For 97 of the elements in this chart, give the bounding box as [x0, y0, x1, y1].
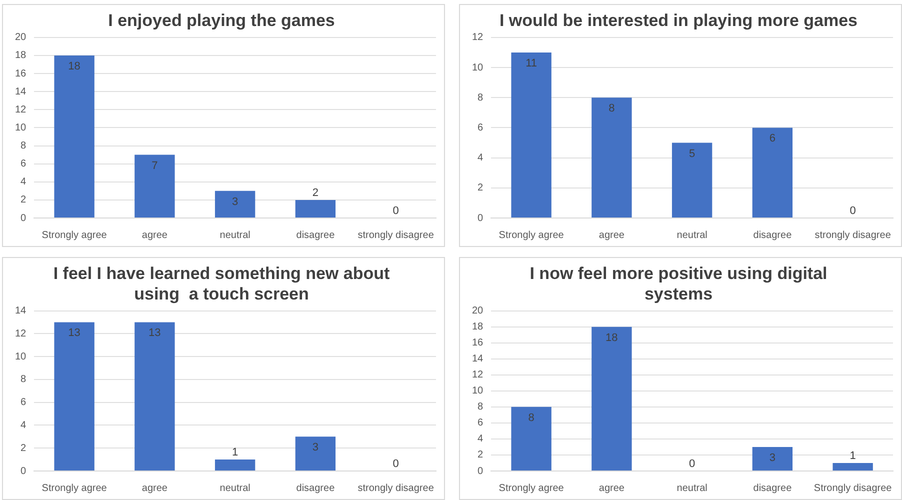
y-tick-label: 16: [15, 68, 27, 80]
y-tick-label: 2: [478, 182, 484, 194]
data-label: 3: [769, 452, 776, 464]
x-tick-label: agree: [598, 482, 625, 494]
x-tick-label: strongly disagree: [358, 230, 434, 241]
bar: [592, 326, 632, 470]
x-tick-label: disagree: [753, 230, 792, 241]
data-label: 18: [68, 60, 80, 72]
chart-title: I would be interested in playing more games: [499, 10, 858, 30]
bar: [832, 462, 873, 470]
bar: [54, 322, 94, 470]
chart-title: I feel I have learned something new about using a touch screen: [53, 264, 390, 304]
data-label: 5: [689, 148, 696, 160]
bar: [134, 154, 175, 218]
bar: [214, 460, 256, 470]
y-tick-label: 12: [15, 328, 27, 340]
data-label: 1: [232, 446, 238, 459]
data-label: 11: [526, 57, 538, 70]
data-label: 18: [606, 332, 618, 344]
data-label: 3: [312, 442, 318, 454]
x-tick-label: Strongly agree: [498, 482, 564, 494]
data-label: 8: [608, 102, 615, 115]
y-tick-label: 18: [15, 50, 27, 62]
y-tick-label: 2: [20, 194, 27, 206]
y-tick-label: 0: [20, 212, 27, 224]
bar: [511, 52, 552, 218]
data-label: 2: [312, 186, 318, 199]
bar: [54, 55, 94, 218]
x-tick-label: disagree: [753, 482, 792, 494]
bar: [752, 446, 793, 470]
y-tick-label: 14: [472, 354, 484, 365]
bar: [134, 322, 175, 470]
bar: [592, 98, 632, 218]
x-tick-label: neutral: [220, 230, 250, 241]
y-tick-label: 4: [478, 152, 484, 164]
y-tick-label: 0: [478, 466, 484, 477]
x-tick-label: agree: [598, 230, 625, 241]
y-tick-label: 0: [20, 466, 27, 477]
y-tick-label: 6: [478, 122, 484, 134]
x-tick-label: Strongly disagree: [814, 482, 892, 494]
y-tick-label: 8: [20, 140, 27, 152]
chart-title: I enjoyed playing the games: [108, 10, 335, 30]
y-tick-label: 18: [472, 322, 484, 333]
data-label: 1: [850, 450, 856, 462]
y-tick-label: 10: [15, 122, 27, 134]
y-tick-label: 0: [478, 212, 484, 224]
y-tick-label: 12: [472, 370, 484, 381]
x-tick-label: Strongly agree: [498, 230, 564, 241]
y-tick-label: 4: [20, 176, 27, 188]
bar: [295, 436, 336, 470]
data-label: 0: [392, 458, 399, 470]
x-tick-label: neutral: [676, 482, 708, 494]
y-tick-label: 10: [472, 62, 484, 74]
bar: [511, 406, 552, 470]
data-label: 13: [148, 327, 161, 340]
x-tick-label: neutral: [676, 230, 708, 241]
data-label: 7: [152, 160, 158, 172]
data-label: 0: [689, 458, 696, 470]
y-tick-label: 20: [472, 306, 484, 317]
y-tick-label: 10: [15, 351, 27, 362]
x-tick-label: strongly disagree: [814, 230, 892, 241]
y-tick-label: 8: [478, 92, 484, 104]
x-tick-label: Strongly agree: [42, 482, 108, 494]
y-tick-label: 14: [15, 306, 27, 317]
y-tick-label: 8: [20, 374, 27, 386]
data-label: 13: [68, 327, 80, 340]
x-tick-label: neutral: [220, 482, 250, 494]
x-tick-label: disagree: [296, 482, 336, 494]
bar: [752, 128, 793, 218]
y-tick-label: 12: [472, 32, 484, 44]
y-tick-label: 2: [20, 442, 27, 454]
y-tick-label: 4: [478, 434, 484, 445]
y-tick-label: 6: [20, 397, 27, 408]
y-tick-label: 8: [478, 402, 484, 413]
x-tick-label: agree: [142, 230, 168, 241]
bar: [295, 200, 336, 218]
data-label: 8: [528, 412, 534, 424]
data-label: 3: [232, 196, 238, 208]
y-tick-label: 20: [15, 32, 27, 44]
x-tick-label: disagree: [296, 230, 336, 241]
y-tick-label: 6: [478, 418, 484, 429]
bar: [214, 190, 256, 218]
data-label: 0: [850, 205, 856, 217]
chart-title: I now feel more positive using digital systems: [530, 264, 828, 304]
x-tick-label: strongly disagree: [358, 482, 434, 494]
x-tick-label: Strongly agree: [42, 230, 108, 241]
y-tick-label: 16: [472, 338, 484, 349]
data-label: 0: [392, 205, 399, 217]
bar: [672, 142, 712, 218]
y-tick-label: 14: [15, 86, 27, 98]
y-tick-label: 2: [478, 450, 484, 461]
y-tick-label: 12: [15, 104, 27, 116]
y-tick-label: 10: [472, 386, 484, 397]
x-tick-label: agree: [142, 482, 168, 494]
data-label: 6: [769, 132, 776, 145]
y-tick-label: 4: [20, 420, 27, 431]
y-tick-label: 6: [20, 158, 27, 170]
